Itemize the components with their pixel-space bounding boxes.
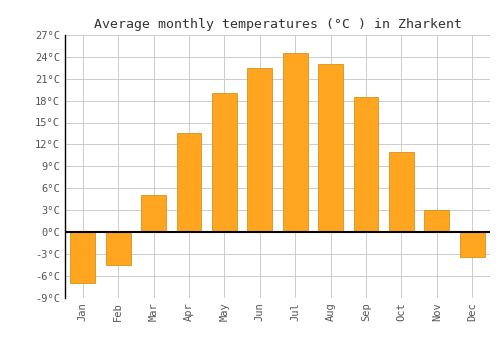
Bar: [424, 210, 450, 232]
Bar: [460, 232, 484, 257]
Bar: [176, 133, 202, 232]
Bar: [283, 53, 308, 232]
Bar: [248, 68, 272, 232]
Bar: [389, 152, 414, 232]
Bar: [212, 93, 237, 232]
Bar: [318, 64, 343, 232]
Title: Average monthly temperatures (°C ) in Zharkent: Average monthly temperatures (°C ) in Zh…: [94, 18, 462, 31]
Bar: [354, 97, 378, 232]
Bar: [106, 232, 130, 265]
Bar: [141, 195, 166, 232]
Bar: [70, 232, 95, 283]
